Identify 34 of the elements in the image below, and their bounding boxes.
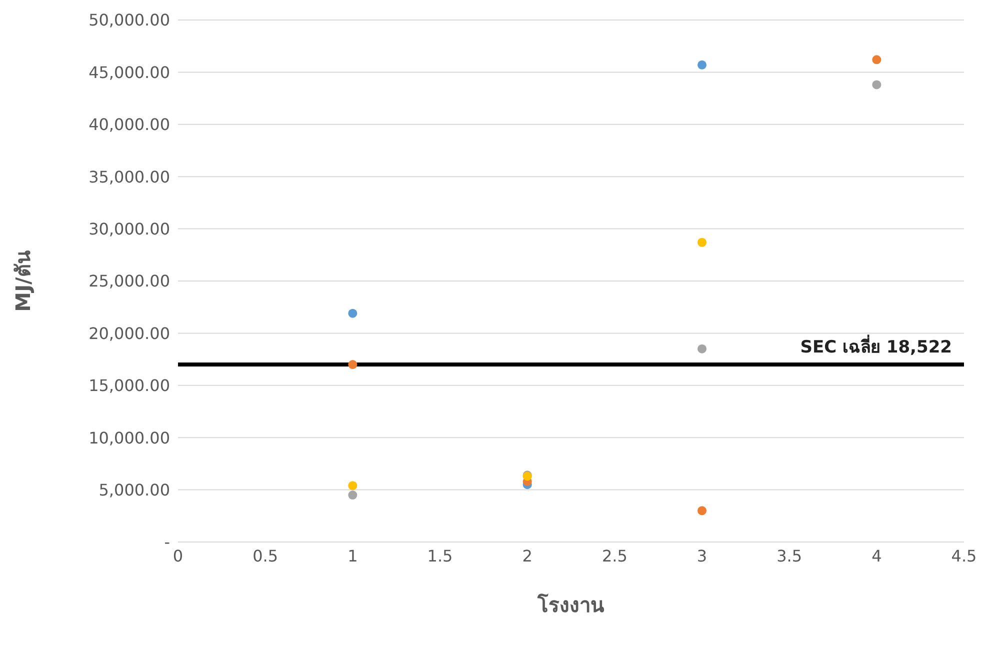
point: [348, 490, 358, 500]
point: [697, 238, 707, 247]
point: [348, 308, 358, 318]
y-tick-label: 50,000.00: [88, 10, 170, 30]
y-tick-label: -: [164, 532, 170, 552]
y-tick-label: 40,000.00: [88, 115, 170, 134]
x-tick-label: 1: [348, 546, 358, 566]
point: [348, 481, 358, 490]
x-tick-label: 1.5: [427, 546, 453, 566]
y-tick-label: 15,000.00: [88, 376, 170, 396]
x-tick-label: 3.5: [776, 546, 802, 566]
point: [872, 80, 882, 90]
y-tick-label: 35,000.00: [88, 167, 170, 186]
x-tick-label: 0.5: [252, 546, 278, 566]
y-tick-label: 45,000.00: [88, 62, 170, 82]
point: [697, 60, 707, 70]
y-tick-label: 20,000.00: [88, 324, 170, 343]
x-tick-label: 2: [522, 546, 532, 566]
point: [697, 506, 707, 516]
y-axis-title: MJ/ตัน: [11, 250, 36, 312]
y-tick-label: 5,000.00: [98, 480, 170, 500]
x-tick-label: 4: [872, 546, 882, 566]
y-tick-label: 10,000.00: [88, 428, 170, 448]
x-tick-label: 0: [172, 546, 184, 566]
point: [872, 55, 882, 64]
y-tick-label: 30,000.00: [88, 219, 170, 238]
x-axis-title: โรงงาน: [536, 593, 604, 617]
x-tick-label: 4.5: [951, 546, 977, 566]
ref-line-label: SEC เฉลี่ย 18,522: [800, 334, 952, 358]
point: [697, 344, 707, 354]
x-tick-label: 2.5: [602, 546, 628, 566]
y-tick-label: 25,000.00: [88, 272, 170, 291]
point: [348, 360, 358, 370]
x-tick-label: 3: [696, 546, 708, 566]
